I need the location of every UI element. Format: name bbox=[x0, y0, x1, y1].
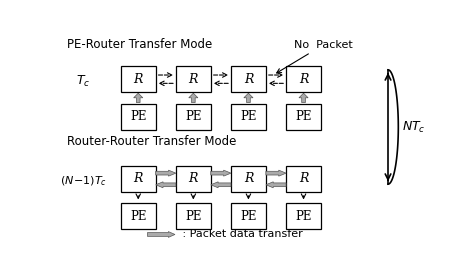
Text: No  Packet: No Packet bbox=[277, 40, 353, 73]
FancyArrow shape bbox=[189, 93, 198, 103]
FancyBboxPatch shape bbox=[121, 203, 155, 230]
Text: R: R bbox=[244, 73, 253, 86]
Text: PE: PE bbox=[185, 210, 201, 223]
FancyBboxPatch shape bbox=[121, 104, 155, 130]
FancyBboxPatch shape bbox=[231, 203, 266, 230]
FancyArrow shape bbox=[299, 93, 308, 103]
FancyArrow shape bbox=[155, 170, 176, 176]
Text: PE: PE bbox=[185, 110, 201, 123]
FancyArrow shape bbox=[211, 182, 231, 188]
FancyArrow shape bbox=[134, 93, 143, 103]
Text: R: R bbox=[134, 73, 143, 86]
Text: R: R bbox=[189, 73, 198, 86]
Text: : Packet data transfer: : Packet data transfer bbox=[179, 230, 302, 239]
FancyBboxPatch shape bbox=[176, 66, 211, 92]
Text: $T_c$: $T_c$ bbox=[76, 74, 90, 89]
FancyArrow shape bbox=[266, 170, 286, 176]
FancyBboxPatch shape bbox=[231, 166, 266, 192]
Text: R: R bbox=[189, 173, 198, 185]
Text: R: R bbox=[299, 73, 308, 86]
FancyArrow shape bbox=[147, 232, 175, 237]
FancyBboxPatch shape bbox=[231, 66, 266, 92]
FancyBboxPatch shape bbox=[286, 66, 321, 92]
FancyArrow shape bbox=[266, 182, 286, 188]
Text: PE-Router Transfer Mode: PE-Router Transfer Mode bbox=[66, 38, 212, 50]
Text: $(N\!-\!1)T_c$: $(N\!-\!1)T_c$ bbox=[60, 174, 107, 188]
FancyBboxPatch shape bbox=[176, 166, 211, 192]
FancyBboxPatch shape bbox=[286, 104, 321, 130]
FancyBboxPatch shape bbox=[286, 166, 321, 192]
FancyArrow shape bbox=[211, 170, 231, 176]
FancyBboxPatch shape bbox=[231, 104, 266, 130]
Text: R: R bbox=[134, 173, 143, 185]
Text: R: R bbox=[299, 173, 308, 185]
FancyBboxPatch shape bbox=[176, 203, 211, 230]
Text: PE: PE bbox=[130, 210, 146, 223]
FancyArrow shape bbox=[244, 93, 253, 103]
FancyBboxPatch shape bbox=[176, 104, 211, 130]
Text: $NT_c$: $NT_c$ bbox=[402, 119, 426, 134]
FancyArrow shape bbox=[155, 182, 176, 188]
Text: PE: PE bbox=[130, 110, 146, 123]
FancyBboxPatch shape bbox=[121, 66, 155, 92]
Text: PE: PE bbox=[295, 110, 312, 123]
Text: R: R bbox=[244, 173, 253, 185]
Text: PE: PE bbox=[240, 210, 257, 223]
FancyBboxPatch shape bbox=[121, 166, 155, 192]
Text: Router-Router Transfer Mode: Router-Router Transfer Mode bbox=[66, 135, 236, 148]
Text: PE: PE bbox=[295, 210, 312, 223]
FancyBboxPatch shape bbox=[286, 203, 321, 230]
Text: PE: PE bbox=[240, 110, 257, 123]
